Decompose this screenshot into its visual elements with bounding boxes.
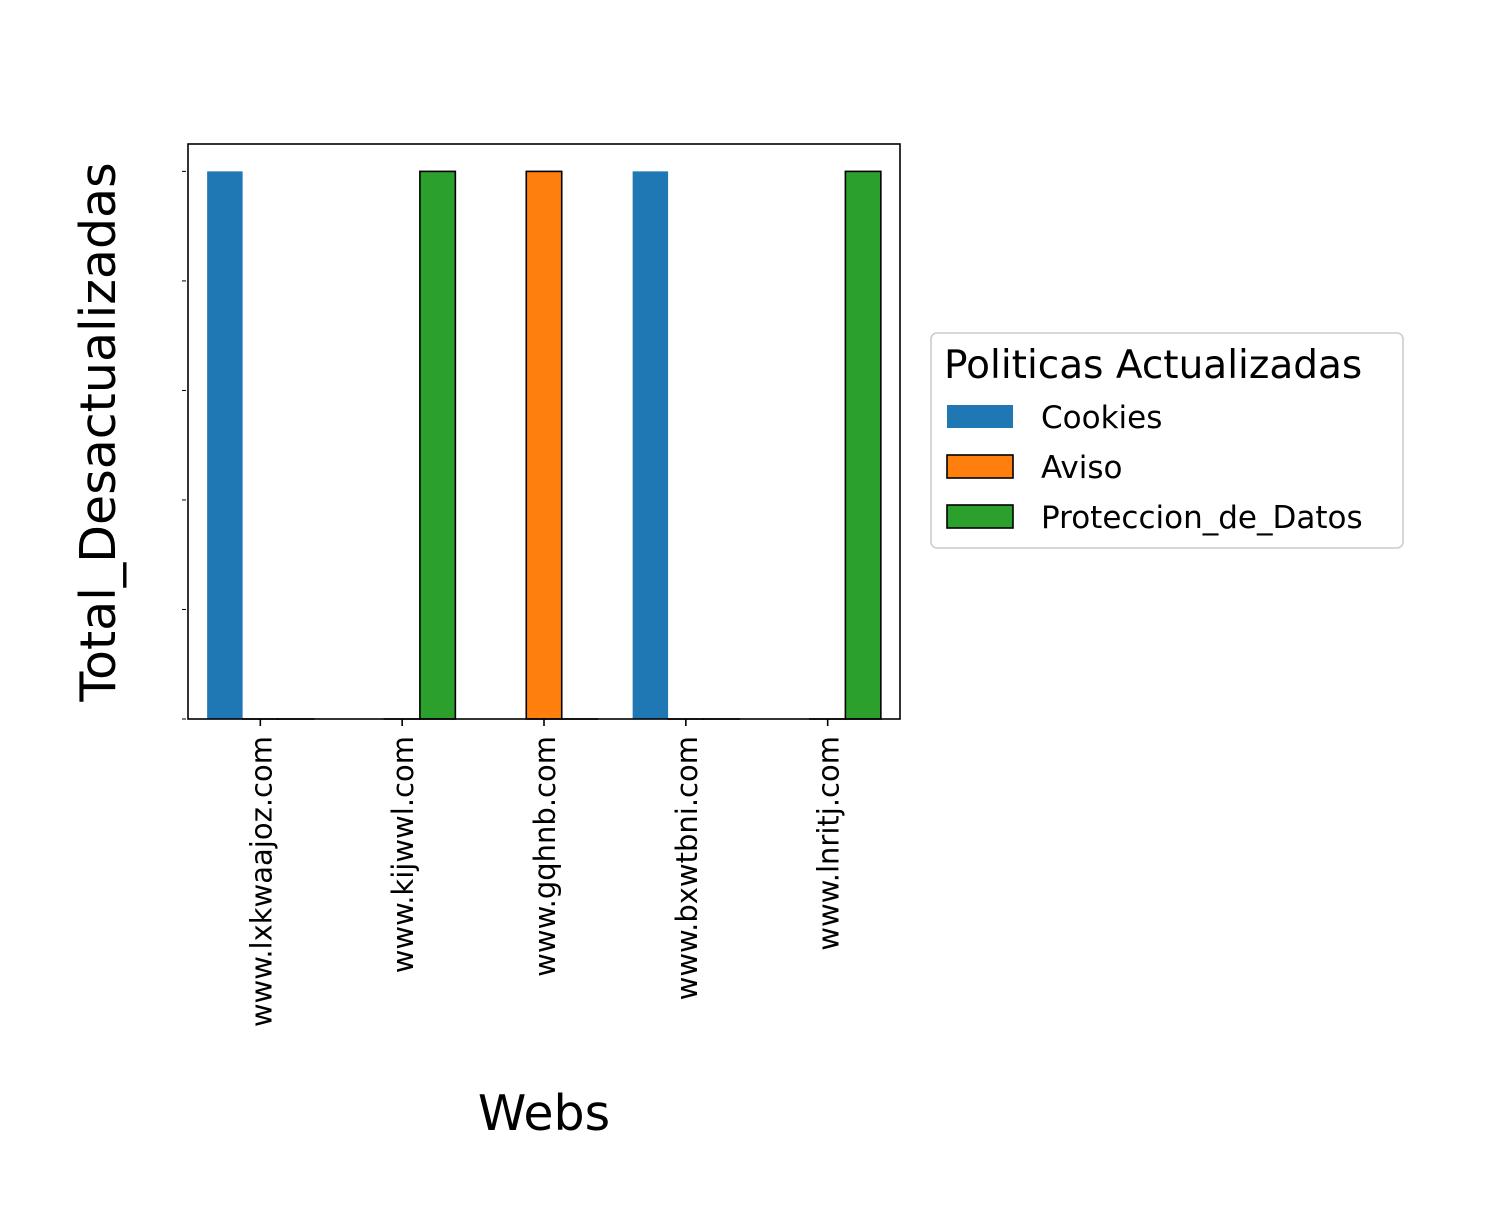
legend: Politicas Actualizadas Cookies Aviso Prote…	[931, 333, 1403, 548]
x-tick-label-3: www.bxwtbni.com	[670, 736, 704, 1000]
x-tick-label-1: www.kijwwl.com	[386, 736, 420, 973]
legend-swatch-2	[947, 505, 1013, 528]
x-tick-label-2: www.gqhnb.com	[528, 736, 562, 977]
x-tick-label-0: www.lxkwaajoz.com	[244, 736, 278, 1027]
bar-cookies-3	[633, 171, 668, 719]
x-tick-label-4: www.lnritj.com	[812, 736, 846, 951]
bar-aviso-2	[526, 171, 561, 719]
bar-cookies-0	[207, 171, 242, 719]
legend-title: Politicas Actualizadas	[944, 343, 1362, 388]
legend-label-1: Aviso	[1041, 450, 1122, 486]
legend-swatch-1	[947, 455, 1013, 478]
legend-label-2: Proteccion_de_Datos	[1041, 500, 1363, 536]
bars-layer	[207, 171, 881, 719]
x-tick-labels: www.lxkwaajoz.com www.kijwwl.com www.gqhnb…	[244, 719, 845, 1027]
y-ticks	[182, 171, 186, 719]
y-axis-label: Total_Desactualizadas	[70, 162, 127, 702]
x-axis-label: Webs	[478, 1085, 610, 1142]
bar-proteccion-de-datos-1	[420, 171, 455, 719]
bar-proteccion-de-datos-4	[845, 171, 880, 719]
legend-label-0: Cookies	[1041, 400, 1162, 436]
legend-swatch-0	[947, 405, 1013, 428]
